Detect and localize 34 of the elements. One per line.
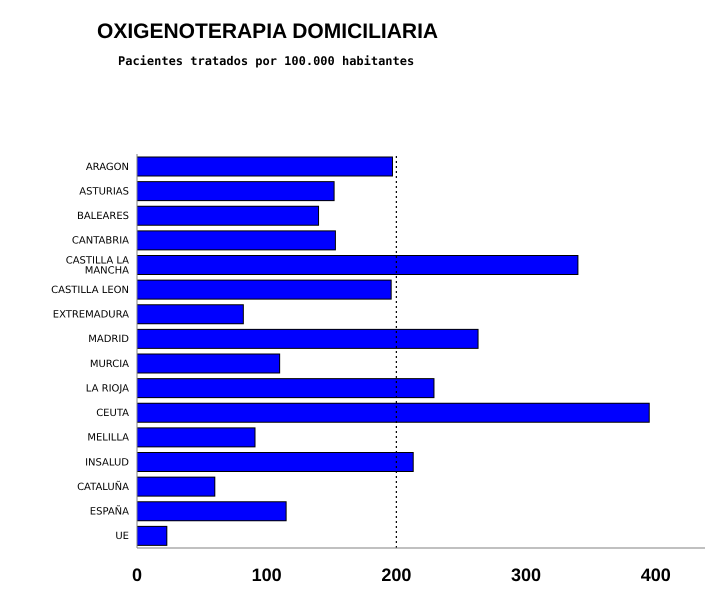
- bar: [137, 156, 393, 176]
- bar: [137, 501, 287, 522]
- bar: [137, 354, 280, 374]
- bar: [137, 206, 320, 226]
- x-tick-label: 300: [511, 564, 542, 585]
- y-tick-label: CASTILLA LEON: [51, 284, 129, 296]
- bar: [137, 181, 335, 202]
- y-tick-label: ASTURIAS: [79, 186, 129, 198]
- x-tick-label: 200: [381, 564, 412, 585]
- y-tick-label: MURCIA: [90, 358, 130, 370]
- y-tick-label: INSALUD: [85, 457, 130, 468]
- bar: [137, 427, 256, 448]
- y-tick-label: CATALUÑA: [77, 480, 130, 493]
- y-tick-label: UE: [115, 531, 129, 542]
- y-tick-label: ESPAÑA: [90, 504, 130, 518]
- y-tick-label: EXTREMADURA: [52, 310, 130, 321]
- x-tick-label: 400: [640, 564, 671, 585]
- chart-title: OXIGENOTERAPIA DOMICILIARIA: [97, 20, 438, 44]
- chart-subtitle: Pacientes tratados por 100.000 habitantes: [118, 54, 414, 68]
- y-tick-label: ARAGON: [86, 162, 129, 173]
- bar: [137, 304, 244, 324]
- y-tick-label: MADRID: [88, 334, 130, 346]
- bar: [137, 526, 168, 546]
- y-tick-label: CEUTA: [96, 408, 130, 420]
- bar: [137, 476, 216, 497]
- y-tick-label: CANTABRIA: [72, 236, 130, 247]
- bar: [137, 280, 392, 300]
- y-tick-label: CASTILLA LA MANCHA: [66, 255, 130, 276]
- y-tick-label: BALEARES: [76, 211, 129, 222]
- y-tick-label: LA RIOJA: [86, 383, 130, 394]
- x-tick-label: 100: [252, 564, 282, 585]
- x-tick-label: 0: [132, 564, 142, 585]
- bar: [137, 230, 336, 250]
- y-tick-label: MELILLA: [87, 432, 130, 444]
